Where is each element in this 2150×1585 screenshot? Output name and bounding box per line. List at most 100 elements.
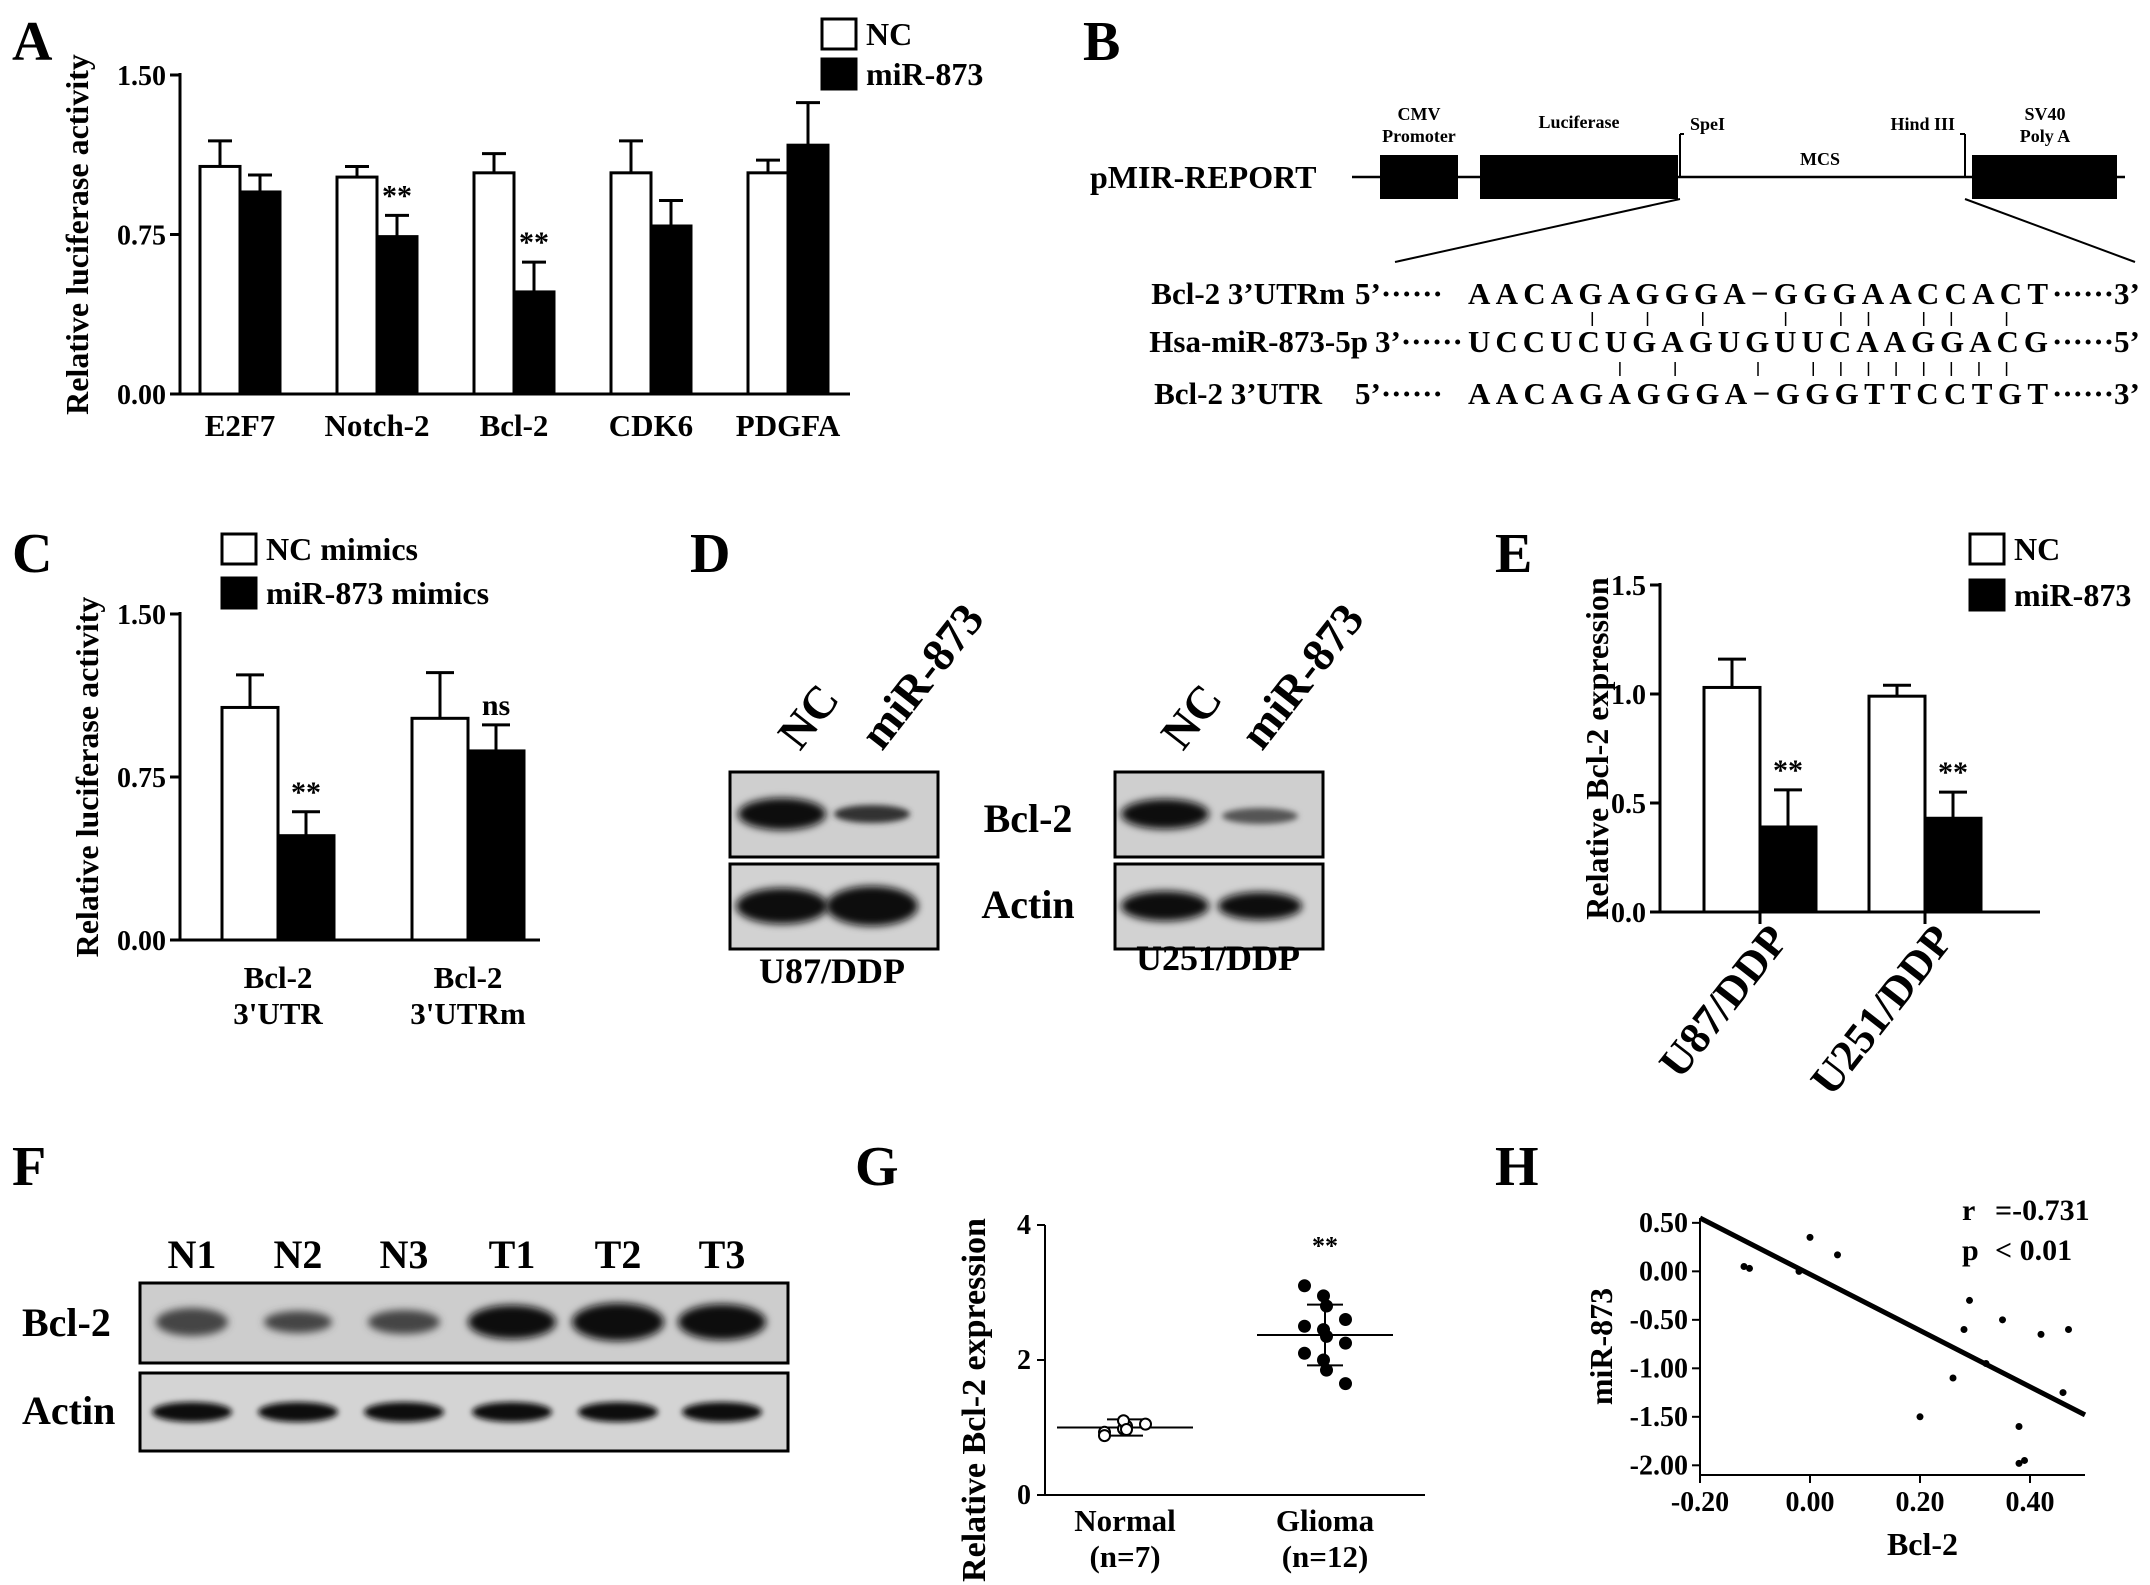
luciferase-label: Luciferase [1539,112,1620,132]
legend-swatch [220,576,258,610]
y-axis-label: Relative Bcl-2 expression [1579,577,1615,920]
y-axis-label: Relative luciferase activity [59,54,95,415]
x-tick-label: PDGFA [736,408,841,443]
x-tick-label: CDK6 [609,408,693,443]
lane-label-mir873: miR-873 [850,594,994,758]
bar [472,171,516,396]
lane-label-mir873: miR-873 [1230,594,1374,758]
chart-h: -0.20 0.00 0.20 0.40 0.50 0.00 -0.50 -1.00 -1.50… [1583,1194,2090,1562]
legend-label: NC mimics [266,531,418,567]
band [468,1305,556,1339]
legend-swatch [220,532,258,566]
bar [746,171,790,396]
vector-name: pMIR-REPORT [1090,159,1316,195]
y-tick-label: -2.00 [1630,1450,1688,1481]
y-axis-label: miR-873 [1583,1288,1619,1405]
band [578,1402,658,1422]
x-tick-label: 0.00 [1786,1487,1835,1518]
data-point [1339,1313,1352,1326]
band [264,1311,332,1333]
y-tick-label: -1.50 [1630,1402,1688,1433]
y-tick-label: 0.00 [117,380,166,411]
data-point [1746,1264,1753,1272]
y-tick-label: -0.50 [1630,1305,1688,1336]
lane-label: N1 [168,1232,217,1277]
data-point [2021,1456,2028,1464]
x-tick-label: Bcl-2 [480,408,549,443]
data-point [1795,1267,1803,1275]
band-label-actin: Actin [981,882,1074,927]
seq-row-name: Bcl-2 3’UTR [1154,376,1323,411]
vector-map: pMIR-REPORT CMV Promoter Luciferase SpeI… [1090,104,2136,263]
significance-mark: ** [382,179,412,212]
data-point [1120,1423,1133,1437]
lane-label: T1 [489,1232,536,1277]
bar [512,290,556,396]
panel-label-a: A [12,11,53,73]
band [1121,891,1209,921]
y-tick-label: 0.00 [117,926,166,957]
sv40-label: SV40 [2024,104,2065,124]
western-blot-d: NC miR-873 NC miR-873 Bcl-2 Actin U87/DD… [728,594,1374,991]
panel-label-e: E [1495,523,1532,585]
data-point [1916,1413,1924,1421]
bar [786,143,830,396]
hind3-label: Hind III [1890,114,1955,134]
seq-row-right: ······5’ [2052,324,2140,359]
data-point [1098,1429,1111,1443]
seq-row-seq: AACAGAGGGA−GGGTTCCTGT [1468,376,2048,411]
x-tick-label: -0.20 [1671,1487,1729,1518]
y-tick-label: 0.75 [117,221,166,252]
band [156,1308,228,1336]
y-tick-label: 0.0 [1611,898,1646,929]
seq-row-right: ······3’ [2052,376,2140,411]
band [152,1402,232,1422]
blot-actin-tissue [138,1371,790,1453]
data-point [1999,1316,2006,1324]
band-label-actin: Actin [22,1388,115,1433]
x-tick-label: U87/DDP [1649,916,1797,1087]
sv40-polya-block [1972,155,2117,199]
panel-label-g: G [855,1136,899,1198]
panel-label-d: D [690,523,730,585]
y-tick-label: 0.00 [1639,1256,1688,1287]
band [368,1310,440,1334]
significance-mark: ** [291,776,321,809]
band [258,1402,338,1422]
y-tick-label: -1.00 [1630,1353,1688,1384]
x-tick-label: 0.40 [2006,1487,2055,1518]
data-point [2037,1330,2045,1338]
bar [335,175,379,396]
y-tick-label: 1.50 [117,600,166,631]
stat-value: =-0.731 [1995,1194,2090,1227]
cmv-label: CMV [1398,104,1441,124]
bar [198,164,242,396]
data-point [1298,1346,1311,1360]
band [1121,799,1209,829]
lane-label: N3 [380,1232,429,1277]
panel-label-h: H [1495,1136,1539,1198]
band [364,1402,444,1422]
chart-g: 0 2 4 Relative Bcl-2 expression Normal (n=7) G… [956,1210,1425,1582]
data-point [1339,1336,1352,1350]
seq-row-left: 5’······ [1355,376,1443,411]
legend-label: NC [2014,531,2060,567]
mcs-label: MCS [1800,149,1840,169]
panel-label-f: F [12,1136,46,1198]
y-axis-label: Relative Bcl-2 expression [956,1218,993,1582]
band [1222,808,1298,824]
legend-swatch [1968,532,2006,566]
band [738,798,826,830]
luciferase-block [1480,155,1678,199]
data-point [1960,1326,1968,1334]
data-point [1139,1417,1152,1431]
panel-label-c: C [12,523,52,585]
x-tick-label: 0.20 [1896,1487,1945,1518]
data-point [1320,1329,1333,1343]
stat-key: p [1962,1234,1979,1267]
data-point [1834,1251,1841,1259]
bar [220,705,280,942]
band-label-bcl2: Bcl-2 [984,796,1073,841]
data-point [1806,1233,1814,1241]
x-tick-label: Bcl-2 3'UTRm [410,960,526,1031]
